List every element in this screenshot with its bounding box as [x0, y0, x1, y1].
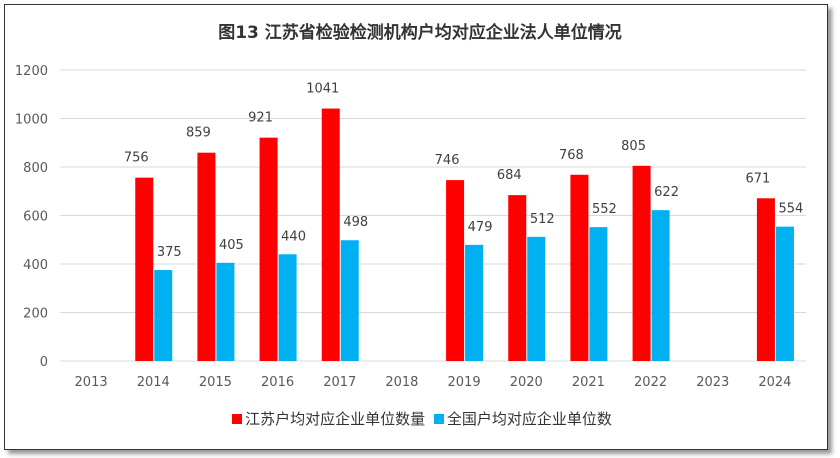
x-tick-label: 2013 [75, 375, 108, 390]
x-tick-label: 2023 [696, 375, 729, 390]
bar-national [216, 262, 235, 361]
bar-jiangsu [197, 152, 216, 361]
data-label: 756 [124, 151, 149, 166]
y-tick-label: 800 [23, 161, 48, 176]
y-tick-label: 600 [23, 210, 48, 225]
data-label: 746 [435, 153, 460, 168]
data-label: 512 [530, 212, 555, 227]
data-label: 440 [281, 229, 306, 244]
x-tick-label: 2015 [199, 375, 232, 390]
y-tick-label: 1000 [15, 113, 48, 128]
data-label: 684 [497, 168, 522, 183]
legend: 江苏户均对应企业单位数量 全国户均对应企业单位数 [0, 408, 840, 429]
x-tick-label: 2024 [758, 375, 791, 390]
data-label: 859 [186, 126, 211, 141]
x-tick-label: 2018 [385, 375, 418, 390]
x-tick-label: 2014 [137, 375, 170, 390]
bar-jiangsu [756, 198, 775, 361]
bar-jiangsu [446, 180, 465, 361]
bar-national [278, 254, 297, 361]
legend-swatch-national [433, 414, 444, 424]
data-label: 921 [248, 111, 273, 126]
bar-national [527, 236, 546, 361]
data-label: 554 [779, 202, 804, 217]
bar-jiangsu [508, 195, 527, 361]
data-label: 552 [592, 202, 617, 217]
data-label: 805 [621, 139, 646, 154]
bar-jiangsu [632, 165, 651, 361]
data-label: 1041 [306, 82, 339, 97]
data-label: 375 [157, 245, 182, 260]
data-label: 479 [468, 220, 493, 235]
data-label: 671 [746, 171, 771, 186]
bar-national [465, 244, 484, 361]
y-tick-label: 1200 [15, 64, 48, 79]
bar-national [340, 240, 359, 361]
x-tick-label: 2017 [323, 375, 356, 390]
legend-swatch-jiangsu [232, 414, 243, 424]
bar-national [589, 227, 608, 361]
bar-national [651, 210, 670, 361]
x-tick-label: 2016 [261, 375, 294, 390]
data-label: 405 [219, 238, 244, 253]
x-tick-label: 2022 [634, 375, 667, 390]
bar-national [775, 226, 794, 361]
data-label: 498 [343, 215, 368, 230]
y-tick-label: 0 [40, 355, 48, 370]
legend-label-jiangsu: 江苏户均对应企业单位数量 [245, 410, 426, 428]
y-tick-label: 200 [23, 307, 48, 322]
chart-title: 图13 江苏省检验检测机构户均对应企业法人单位情况 [218, 23, 622, 43]
x-tick-label: 2020 [510, 375, 543, 390]
legend-label-national: 全国户均对应企业单位数 [446, 410, 612, 428]
bar-jiangsu [135, 177, 154, 361]
data-label: 622 [654, 185, 679, 200]
x-tick-label: 2021 [572, 375, 605, 390]
x-tick-label: 2019 [448, 375, 481, 390]
bar-national [154, 270, 173, 361]
bar-jiangsu [321, 108, 340, 362]
y-tick-label: 400 [23, 258, 48, 273]
bar-jiangsu [570, 174, 589, 361]
data-label: 768 [559, 148, 584, 163]
bar-jiangsu [259, 137, 278, 361]
